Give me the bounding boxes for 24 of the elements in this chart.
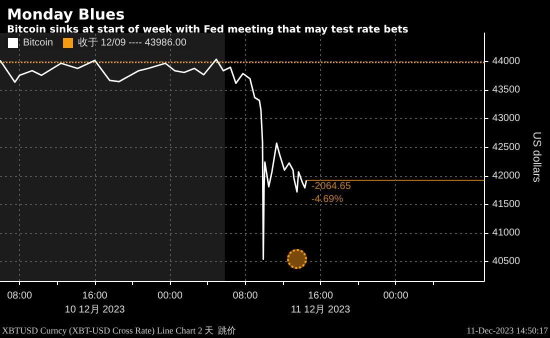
y-tick-label: 42500 <box>492 142 521 153</box>
y-tick-label: 41500 <box>492 198 521 210</box>
y-tick-label: 43000 <box>492 113 521 124</box>
line-series <box>0 58 308 260</box>
y-tick-label: 43500 <box>492 84 521 96</box>
y-tick-label: 44000 <box>492 56 521 68</box>
text: XBTUSD Curncy (XBT-USD Cross Rate) Line Chart 2 天 跳价 <box>2 326 236 336</box>
x-tick-label: 00:00 <box>158 290 183 302</box>
text: 11-Dec-2023 14:50:17 <box>466 326 548 336</box>
chart-title: Monday Blues <box>7 6 125 24</box>
chart-subtitle: Bitcoin sinks at start of week with Fed meeting that may test rate bets <box>7 24 408 36</box>
y-axis-title: US dollars <box>530 132 542 183</box>
y-tick-label: 40500 <box>492 256 521 268</box>
x-tick-label: 16:00 11 12月 2023 <box>290 290 351 316</box>
x-tick-label: 08:00 <box>7 290 33 302</box>
legend-label: Bitcoin <box>23 38 54 48</box>
y-tick-label: 42000 <box>492 170 521 182</box>
legend-label: 收于 12/09 ---- 43986.00 <box>78 38 187 48</box>
annotation: -4.69% <box>311 194 344 205</box>
annotation: -2064.65 <box>311 180 352 192</box>
x-tick-label: 08:00 <box>232 290 258 302</box>
x-tick-label: 16:00 10 12月 2023 <box>64 290 126 316</box>
x-tick-label: 00:00 <box>383 290 409 302</box>
y-tick-label: 41000 <box>492 228 521 238</box>
